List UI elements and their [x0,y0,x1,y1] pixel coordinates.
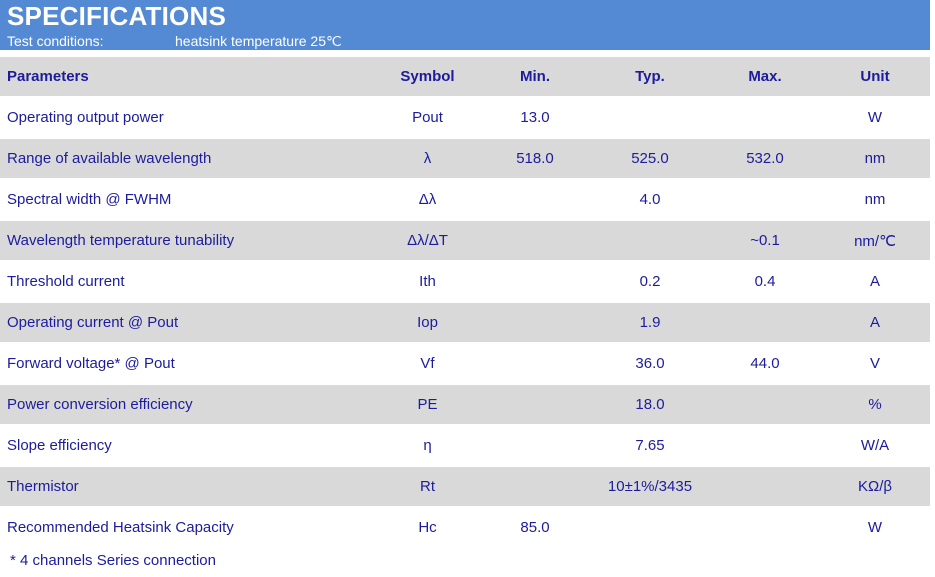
cell-unit: W [820,508,930,547]
cell-max: 532.0 [710,139,820,178]
table-row: Thermistor Rt 10±1%/3435 KΩ/β [0,467,930,506]
column-header-symbol: Symbol [375,57,480,96]
column-header-typ: Typ. [590,57,710,96]
cell-min [480,385,590,424]
column-header-unit: Unit [820,57,930,96]
cell-parameter: Spectral width @ FWHM [0,180,375,219]
cell-max [710,508,820,547]
table-row: Recommended Heatsink Capacity Hc 85.0 W [0,508,930,547]
cell-min: 85.0 [480,508,590,547]
cell-typ: 1.9 [590,303,710,342]
cell-max: 0.4 [710,262,820,301]
cell-typ: 525.0 [590,139,710,178]
cell-parameter: Range of available wavelength [0,139,375,178]
column-header-min: Min. [480,57,590,96]
cell-symbol: Δλ [375,180,480,219]
title-band: SPECIFICATIONS Test conditions: heatsink… [0,0,930,50]
cell-min [480,426,590,465]
spec-table: Parameters Symbol Min. Typ. Max. Unit Operati… [0,55,930,549]
cell-min [480,221,590,260]
cell-parameter: Threshold current [0,262,375,301]
cell-symbol: Iop [375,303,480,342]
cell-symbol: λ [375,139,480,178]
cell-parameter: Forward voltage* @ Pout [0,344,375,383]
cell-unit: A [820,303,930,342]
cell-max: 44.0 [710,344,820,383]
cell-max [710,426,820,465]
cell-unit: V [820,344,930,383]
cell-unit: W/A [820,426,930,465]
column-header-max: Max. [710,57,820,96]
cell-typ: 10±1%/3435 [590,467,710,506]
cell-max: ~0.1 [710,221,820,260]
table-row: Operating current @ Pout Iop 1.9 A [0,303,930,342]
cell-typ [590,508,710,547]
spec-table-body: Operating output power Pout 13.0 W Range of … [0,98,930,547]
cell-symbol: Vf [375,344,480,383]
cell-unit: nm/℃ [820,221,930,260]
cell-max [710,180,820,219]
cell-typ: 4.0 [590,180,710,219]
cell-parameter: Power conversion efficiency [0,385,375,424]
column-header-parameters: Parameters [0,57,375,96]
table-row: Wavelength temperature tunability Δλ/ΔT ~0… [0,221,930,260]
cell-unit: A [820,262,930,301]
test-conditions: Test conditions: heatsink temperature 25… [7,32,930,50]
cell-parameter: Slope efficiency [0,426,375,465]
cell-max [710,385,820,424]
test-conditions-value: heatsink temperature 25℃ [175,33,342,49]
cell-max [710,467,820,506]
page-title: SPECIFICATIONS [7,1,227,31]
cell-unit: W [820,98,930,137]
cell-parameter: Operating current @ Pout [0,303,375,342]
cell-typ: 0.2 [590,262,710,301]
cell-parameter: Thermistor [0,467,375,506]
cell-min [480,344,590,383]
cell-min: 13.0 [480,98,590,137]
cell-typ [590,221,710,260]
cell-symbol: Δλ/ΔT [375,221,480,260]
table-row: Power conversion efficiency PE 18.0% [0,385,930,424]
cell-min [480,262,590,301]
cell-max [710,303,820,342]
table-row: Forward voltage* @ Pout Vf 36.0 44.0 V [0,344,930,383]
table-header-row: Parameters Symbol Min. Typ. Max. Unit [0,57,930,96]
cell-parameter: Recommended Heatsink Capacity [0,508,375,547]
footnote: * 4 channels Series connection [10,552,216,569]
cell-min [480,303,590,342]
cell-typ: 36.0 [590,344,710,383]
cell-unit: nm [820,139,930,178]
table-row: Operating output power Pout 13.0 W [0,98,930,137]
cell-typ: 7.65 [590,426,710,465]
test-conditions-label: Test conditions: [7,33,104,49]
cell-symbol: η [375,426,480,465]
cell-unit: nm [820,180,930,219]
cell-min [480,180,590,219]
cell-min: 518.0 [480,139,590,178]
table-row: Range of available wavelength λ 518.0 525.0… [0,139,930,178]
cell-max [710,98,820,137]
cell-typ: 18.0 [590,385,710,424]
cell-unit: % [820,385,930,424]
table-row: Slope efficiency η 7.65 W/A [0,426,930,465]
cell-unit: KΩ/β [820,467,930,506]
cell-min [480,467,590,506]
table-row: Threshold current Ith 0.2 0.4 A [0,262,930,301]
cell-parameter: Operating output power [0,98,375,137]
cell-parameter: Wavelength temperature tunability [0,221,375,260]
cell-typ [590,98,710,137]
cell-symbol: PE [375,385,480,424]
cell-symbol: Rt [375,467,480,506]
cell-symbol: Hc [375,508,480,547]
cell-symbol: Ith [375,262,480,301]
cell-symbol: Pout [375,98,480,137]
table-row: Spectral width @ FWHM Δλ 4.0 nm [0,180,930,219]
